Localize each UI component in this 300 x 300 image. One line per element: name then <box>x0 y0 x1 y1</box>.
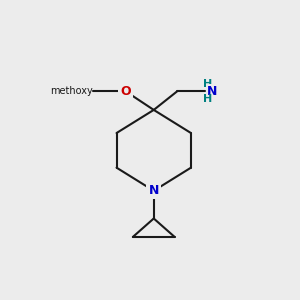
Text: H: H <box>202 94 212 104</box>
Text: H: H <box>202 79 212 89</box>
Text: O: O <box>121 85 131 98</box>
Text: N: N <box>207 85 218 98</box>
Text: methoxy: methoxy <box>50 86 93 96</box>
Text: N: N <box>148 184 159 197</box>
